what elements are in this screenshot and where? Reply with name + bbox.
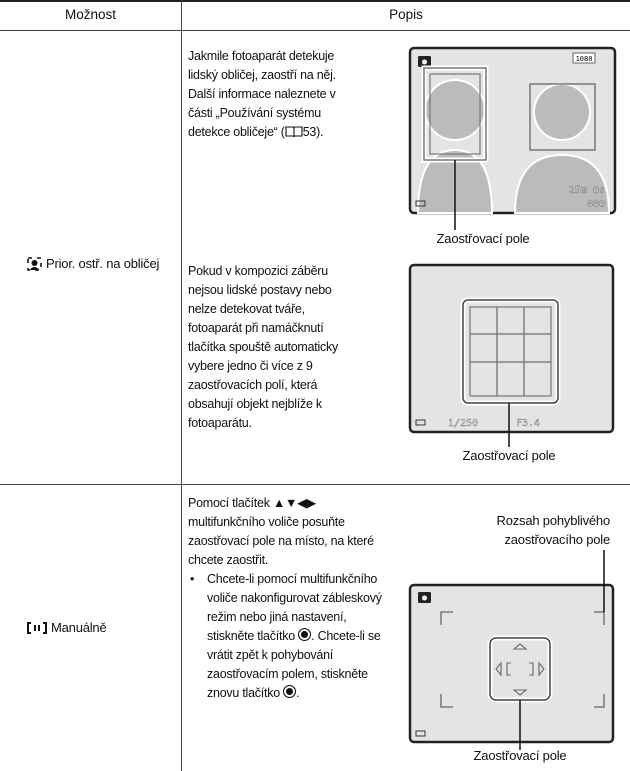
- option-label: Prior. ostř. na obličej: [46, 256, 160, 271]
- text: Pomocí tlačítek: [188, 496, 273, 510]
- text: .: [296, 686, 300, 700]
- arrows: ▲▼◀▶: [272, 496, 316, 510]
- bullet: Chcete-li pomocí multifunkčního voliče n…: [207, 570, 387, 703]
- rule: [0, 30, 630, 31]
- text: 53).: [302, 125, 324, 139]
- manual-icon: [27, 621, 47, 634]
- ok-icon: [283, 685, 297, 698]
- bullet-dot: •: [190, 572, 195, 586]
- option-label: Manuálně: [51, 620, 107, 635]
- rule: [181, 0, 182, 771]
- header-cell: Popis: [389, 7, 423, 22]
- face-icon: [27, 256, 42, 271]
- rule: [0, 484, 630, 485]
- paragraph: Pomocí tlačítek ▲▼◀▶ multifunkčního voli…: [188, 494, 393, 570]
- ok-icon: [298, 628, 312, 641]
- rule: [0, 0, 630, 2]
- paragraph: Jakmile fotoaparát detekuje lidský oblič…: [188, 47, 360, 142]
- text: Chcete-li pomocí multifunkčního voliče n…: [207, 572, 382, 643]
- option: Manuálně: [27, 620, 107, 635]
- caption: Zaostřovací pole: [436, 231, 530, 246]
- caption: Zaostřovací pole: [473, 748, 567, 763]
- header-cell: Možnost: [64, 7, 117, 22]
- text: . Chcete-li se vrátit zpět k pohybování …: [207, 629, 381, 700]
- book-icon: [285, 126, 303, 138]
- text: Jakmile fotoaparát detekuje lidský oblič…: [188, 49, 336, 139]
- caption: Zaostřovací pole: [462, 448, 556, 463]
- text: multifunkčního voliče posuňte zaostřovac…: [188, 515, 374, 567]
- caption: Rozsah pohyblivého zaostřovacího pole: [496, 513, 611, 547]
- paragraph: Pokud v kompozici záběru nejsou lidské p…: [188, 264, 339, 430]
- option: Prior. ostř. na obličej: [27, 256, 159, 271]
